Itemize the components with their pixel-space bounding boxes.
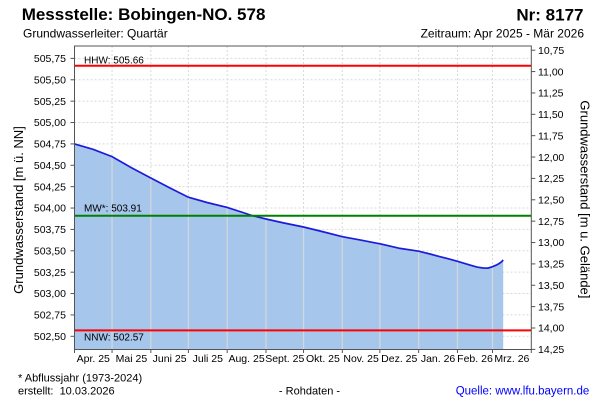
svg-text:12,00: 12,00 [538, 152, 564, 164]
svg-text:504,75: 504,75 [34, 139, 66, 151]
svg-text:- Rohdaten -: - Rohdaten - [279, 386, 340, 398]
svg-text:11,00: 11,00 [538, 66, 564, 78]
svg-text:Dez. 25: Dez. 25 [381, 353, 417, 365]
svg-text:11,25: 11,25 [538, 88, 564, 100]
svg-text:Mrz. 26: Mrz. 26 [494, 353, 529, 365]
svg-text:* Abflussjahr (1973-2024): * Abflussjahr (1973-2024) [18, 372, 142, 384]
svg-text:Grundwasserstand [m u. Gelände: Grundwasserstand [m u. Gelände] [578, 100, 593, 298]
svg-text:13,50: 13,50 [538, 280, 564, 292]
svg-text:14,25: 14,25 [538, 344, 564, 356]
svg-text:12,75: 12,75 [538, 216, 564, 228]
svg-text:504,50: 504,50 [34, 160, 66, 172]
svg-text:Aug. 25: Aug. 25 [228, 353, 264, 365]
svg-text:505,25: 505,25 [34, 96, 66, 108]
svg-text:12,25: 12,25 [538, 173, 564, 185]
svg-text:HHW: 505.66: HHW: 505.66 [84, 55, 144, 66]
svg-text:Jan. 26: Jan. 26 [421, 353, 456, 365]
svg-text:505,00: 505,00 [34, 117, 66, 129]
svg-text:503,50: 503,50 [34, 246, 66, 258]
svg-text:MW*: 503.91: MW*: 503.91 [84, 203, 142, 214]
svg-text:505,50: 505,50 [34, 75, 66, 87]
svg-text:Feb. 26: Feb. 26 [457, 353, 493, 365]
svg-text:Mai 25: Mai 25 [116, 353, 148, 365]
svg-text:Quelle: www.lfu.bayern.de: Quelle: www.lfu.bayern.de [456, 386, 590, 398]
svg-text:11,50: 11,50 [538, 109, 564, 121]
svg-text:504,25: 504,25 [34, 181, 66, 193]
svg-text:Messstelle: Bobingen-NO. 578: Messstelle: Bobingen-NO. 578 [22, 5, 266, 24]
svg-text:13,00: 13,00 [538, 237, 564, 249]
svg-text:502,50: 502,50 [34, 331, 66, 343]
svg-text:503,00: 503,00 [34, 288, 66, 300]
svg-text:Zeitraum: Apr 2025 - Mär 2026: Zeitraum: Apr 2025 - Mär 2026 [421, 27, 585, 41]
svg-text:Juni 25: Juni 25 [153, 353, 187, 365]
svg-text:Apr. 25: Apr. 25 [77, 353, 110, 365]
svg-text:Okt. 25: Okt. 25 [306, 353, 340, 365]
svg-text:10,75: 10,75 [538, 45, 564, 57]
svg-text:13,75: 13,75 [538, 301, 564, 313]
svg-text:Grundwasserstand [m ü. NN]: Grundwasserstand [m ü. NN] [11, 126, 26, 294]
svg-text:504,00: 504,00 [34, 203, 66, 215]
svg-text:505,75: 505,75 [34, 53, 66, 65]
svg-text:12,50: 12,50 [538, 195, 564, 207]
svg-text:13,25: 13,25 [538, 259, 564, 271]
svg-text:NNW: 502.57: NNW: 502.57 [84, 333, 144, 344]
svg-text:503,75: 503,75 [34, 224, 66, 236]
svg-text:Sept. 25: Sept. 25 [265, 353, 304, 365]
svg-text:Nov. 25: Nov. 25 [343, 353, 379, 365]
svg-text:502,75: 502,75 [34, 310, 66, 322]
svg-text:11,75: 11,75 [538, 130, 564, 142]
svg-text:erstellt: 10.03.2026: erstellt: 10.03.2026 [18, 386, 115, 398]
svg-text:Grundwasserleiter: Quartär: Grundwasserleiter: Quartär [23, 27, 168, 41]
svg-text:Nr: 8177: Nr: 8177 [516, 5, 583, 24]
svg-text:503,25: 503,25 [34, 267, 66, 279]
svg-text:14,00: 14,00 [538, 323, 564, 335]
svg-text:Juli 25: Juli 25 [193, 353, 224, 365]
